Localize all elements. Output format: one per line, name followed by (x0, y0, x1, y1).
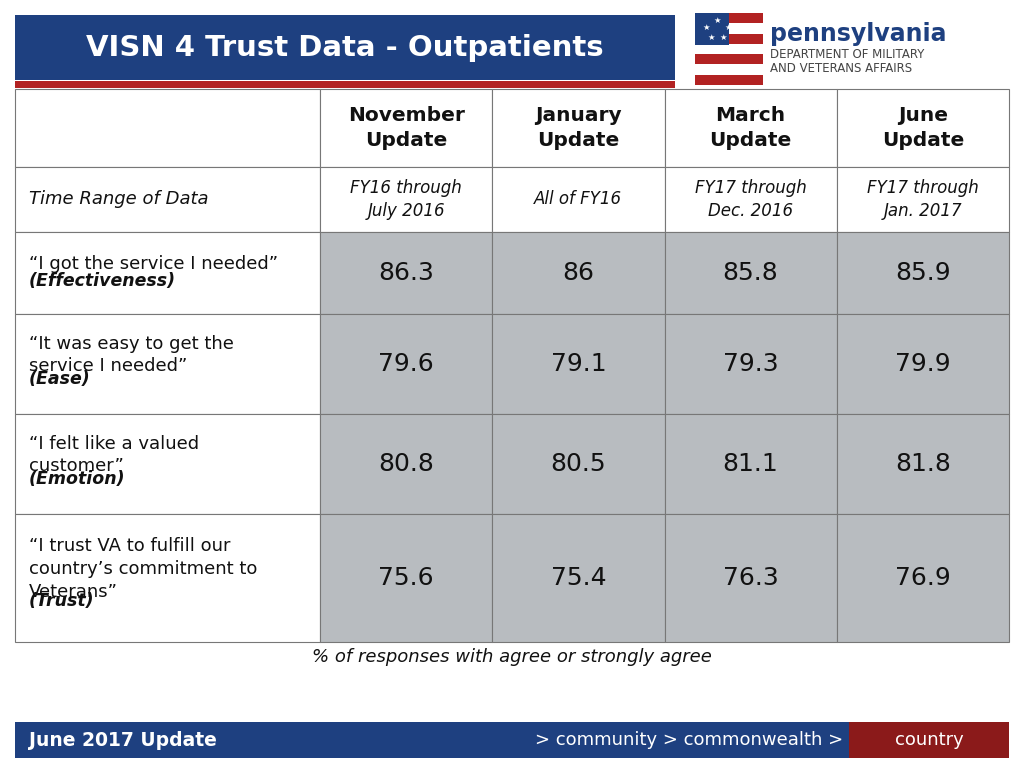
Bar (319, 232, 493, 314)
Bar (849, 722, 1009, 758)
Text: January
Update: January Update (536, 106, 622, 150)
Text: VISN 4 Trust Data - Outpatients: VISN 4 Trust Data - Outpatients (86, 34, 604, 61)
Bar (15, 167, 319, 232)
Text: 75.6: 75.6 (378, 566, 434, 590)
Text: “I felt like a valued
customer”: “I felt like a valued customer” (29, 435, 199, 475)
Text: 79.3: 79.3 (723, 352, 778, 376)
Bar (319, 414, 493, 514)
Text: Time Range of Data: Time Range of Data (29, 190, 209, 208)
Text: 85.9: 85.9 (895, 261, 950, 285)
Bar (665, 232, 837, 314)
Bar (15, 722, 849, 758)
Text: June 2017 Update: June 2017 Update (29, 730, 217, 750)
Bar (15, 232, 319, 314)
Bar (493, 89, 665, 167)
Bar (15, 15, 675, 80)
Bar (493, 314, 665, 414)
Text: ★: ★ (714, 15, 721, 25)
Bar (665, 414, 837, 514)
Bar (493, 232, 665, 314)
Text: 81.1: 81.1 (723, 452, 778, 476)
Text: pennsylvania: pennsylvania (770, 22, 946, 46)
Text: (Trust): (Trust) (29, 591, 94, 610)
Bar (695, 13, 729, 45)
Bar (695, 54, 763, 65)
Text: All of FY16: All of FY16 (535, 190, 623, 208)
Bar (837, 232, 1009, 314)
Text: DEPARTMENT OF MILITARY: DEPARTMENT OF MILITARY (770, 48, 925, 61)
Text: November
Update: November Update (348, 106, 465, 150)
Bar (493, 514, 665, 642)
Text: “It was easy to get the
service I needed”: “It was easy to get the service I needed… (29, 335, 233, 376)
Text: 80.8: 80.8 (378, 452, 434, 476)
Text: country: country (895, 731, 964, 749)
Bar (319, 514, 493, 642)
Bar (319, 314, 493, 414)
Text: 79.1: 79.1 (551, 352, 606, 376)
Bar (15, 89, 319, 167)
Bar (15, 414, 319, 514)
Bar (15, 514, 319, 642)
Bar (837, 314, 1009, 414)
Bar (695, 34, 763, 44)
Text: 85.8: 85.8 (723, 261, 778, 285)
Bar (15, 314, 319, 414)
Text: (Ease): (Ease) (29, 370, 91, 388)
Bar (493, 167, 665, 232)
Bar (695, 13, 763, 23)
Text: 76.3: 76.3 (723, 566, 778, 590)
Text: ★: ★ (708, 32, 715, 41)
Text: (Emotion): (Emotion) (29, 470, 126, 488)
Bar (837, 414, 1009, 514)
Bar (493, 414, 665, 514)
Text: FY17 through
Dec. 2016: FY17 through Dec. 2016 (694, 179, 807, 220)
Text: FY17 through
Jan. 2017: FY17 through Jan. 2017 (867, 179, 979, 220)
Bar (837, 514, 1009, 642)
Bar (690, 8, 1010, 93)
Bar (665, 314, 837, 414)
Text: 75.4: 75.4 (551, 566, 606, 590)
Bar (837, 167, 1009, 232)
Text: “I trust VA to fulfill our
country’s commitment to
Veterans”: “I trust VA to fulfill our country’s com… (29, 537, 257, 601)
Bar (695, 74, 763, 85)
Bar (665, 514, 837, 642)
Text: > community > commonwealth >: > community > commonwealth > (535, 731, 843, 749)
Text: 81.8: 81.8 (895, 452, 951, 476)
Text: 79.9: 79.9 (895, 352, 950, 376)
Text: ★: ★ (702, 22, 710, 31)
Text: % of responses with agree or strongly agree: % of responses with agree or strongly ag… (312, 648, 712, 666)
Text: March
Update: March Update (710, 106, 792, 150)
Text: ★: ★ (719, 32, 727, 41)
Text: 79.6: 79.6 (378, 352, 434, 376)
Bar (319, 167, 493, 232)
Bar (837, 89, 1009, 167)
Text: “I got the service I needed”: “I got the service I needed” (29, 255, 279, 273)
Bar (319, 89, 493, 167)
Bar (15, 81, 675, 88)
Bar (665, 89, 837, 167)
Text: (Effectiveness): (Effectiveness) (29, 272, 176, 290)
Text: 86: 86 (562, 261, 594, 285)
Text: AND VETERANS AFFAIRS: AND VETERANS AFFAIRS (770, 61, 912, 74)
Bar (695, 13, 763, 85)
Text: FY16 through
July 2016: FY16 through July 2016 (350, 179, 462, 220)
Text: 80.5: 80.5 (551, 452, 606, 476)
Text: June
Update: June Update (882, 106, 964, 150)
Text: ★: ★ (724, 22, 732, 31)
Text: 86.3: 86.3 (378, 261, 434, 285)
Bar (665, 167, 837, 232)
Text: 76.9: 76.9 (895, 566, 950, 590)
